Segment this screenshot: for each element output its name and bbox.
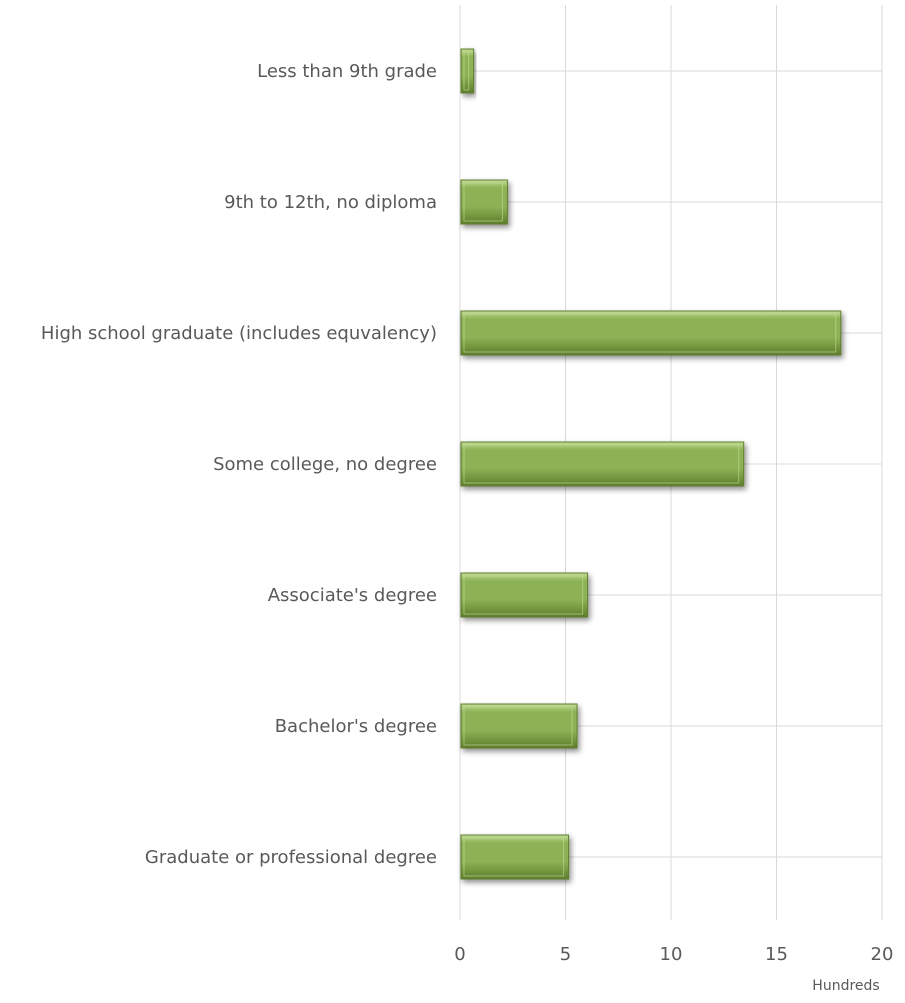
x-tick-label: 0 [454, 944, 465, 965]
x-tick-label: 15 [765, 944, 788, 965]
category-label: Graduate or professional degree [145, 847, 437, 868]
category-label: Bachelor's degree [275, 716, 437, 737]
bar-2 [460, 310, 842, 356]
category-label: High school graduate (includes equvalenc… [41, 323, 437, 344]
x-axis-tick-labels: 0 5 10 15 20 [454, 944, 893, 965]
category-labels: Less than 9th grade 9th to 12th, no diplo… [41, 61, 437, 868]
bar-3 [460, 441, 745, 487]
category-label: Less than 9th grade [257, 61, 437, 82]
category-label: Some college, no degree [213, 454, 437, 475]
bar-1 [460, 179, 508, 225]
bars [460, 48, 842, 880]
x-tick-label: 5 [560, 944, 571, 965]
category-label: 9th to 12th, no diploma [224, 192, 437, 213]
x-axis-unit-label: Hundreds [812, 978, 879, 994]
x-tick-label: 10 [660, 944, 683, 965]
bar-5 [460, 703, 578, 749]
category-label: Associate's degree [268, 585, 437, 606]
x-tick-label: 20 [871, 944, 894, 965]
bar-4 [460, 572, 589, 618]
bar-0 [460, 48, 475, 94]
bar-6 [460, 834, 570, 880]
